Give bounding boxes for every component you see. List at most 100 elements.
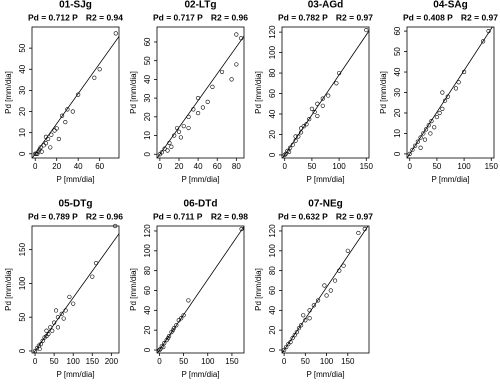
y-tick-label: 40	[268, 305, 277, 314]
x-tick-label: 100	[320, 357, 334, 366]
fit-line	[407, 27, 493, 158]
data-point	[56, 136, 61, 142]
data-point	[429, 119, 434, 124]
data-point	[364, 27, 369, 33]
data-point	[181, 313, 186, 318]
x-tick-label: 40	[74, 162, 83, 171]
data-point	[315, 113, 320, 119]
data-point	[298, 130, 304, 135]
panel-title: 02-LTg	[184, 0, 216, 11]
y-tick-label: 20	[393, 108, 402, 117]
data-point	[298, 323, 304, 328]
r-squared: R2 = 0.97	[336, 211, 373, 221]
y-tick-label: 20	[268, 325, 277, 334]
data-point	[65, 107, 70, 112]
data-point	[169, 144, 174, 149]
y-tick-label: 40	[268, 109, 277, 118]
data-point	[37, 346, 42, 352]
data-point	[181, 124, 186, 129]
y-tick-label: 60	[143, 37, 152, 46]
x-tick-label: 50	[50, 357, 59, 366]
data-point	[49, 132, 54, 137]
fit-equation: Pd = 0.711 P	[153, 211, 203, 221]
data-point	[320, 103, 325, 108]
data-point	[440, 106, 445, 111]
y-tick-label: 60	[393, 26, 402, 35]
data-point	[174, 323, 179, 328]
data-point	[37, 147, 42, 152]
data-point	[59, 311, 64, 316]
data-point	[284, 344, 289, 350]
data-point	[324, 293, 329, 298]
data-point	[283, 151, 288, 157]
fit-equation: Pd = 0.717 P	[153, 12, 203, 22]
data-point	[50, 328, 55, 333]
data-point	[172, 133, 177, 138]
data-point	[312, 109, 317, 115]
x-tick-label: 0	[407, 162, 412, 171]
y-tick-label: 10	[393, 128, 402, 137]
x-tick-label: 100	[332, 162, 346, 171]
y-tick-label: 50	[393, 47, 402, 56]
data-point	[186, 114, 191, 119]
data-point	[307, 117, 312, 122]
data-point	[440, 90, 445, 95]
data-point	[186, 125, 191, 131]
y-tick-label: 100	[268, 244, 277, 258]
data-point	[171, 326, 177, 331]
x-tick-label: 80	[232, 162, 241, 171]
data-point	[326, 93, 331, 98]
x-tick-label: 100	[457, 162, 471, 171]
data-point	[205, 99, 210, 104]
x-tick-label: 150	[341, 357, 355, 366]
x-tick-label: 60	[95, 162, 104, 171]
data-point	[55, 315, 61, 320]
y-tick-label: 20	[18, 107, 27, 116]
data-point	[407, 151, 412, 157]
x-tick-label: 60	[213, 162, 222, 171]
data-point	[76, 92, 81, 97]
x-tick-label: 0	[33, 357, 38, 366]
y-tick-label: 120	[143, 224, 152, 238]
fit-line	[33, 233, 119, 353]
y-tick-label: 20	[143, 325, 152, 334]
plot-frame	[156, 225, 245, 354]
data-point	[282, 152, 287, 158]
data-point	[293, 138, 298, 143]
y-axis-label: Pd [mm/dia]	[254, 268, 263, 311]
data-point	[48, 325, 53, 330]
data-point	[229, 77, 234, 82]
data-point	[178, 135, 184, 140]
data-point	[298, 126, 304, 131]
data-point	[54, 126, 59, 131]
data-point	[453, 86, 459, 91]
y-tick-label: 50	[143, 56, 152, 65]
data-point	[239, 226, 244, 232]
y-tick-label: 0	[18, 348, 27, 353]
data-point	[165, 148, 170, 153]
data-point	[48, 145, 53, 150]
data-point	[55, 325, 61, 330]
panel-title: 06-DTd	[184, 199, 218, 210]
data-point	[210, 84, 215, 89]
plot-frame	[281, 225, 370, 354]
data-point	[332, 278, 338, 283]
data-point	[413, 143, 418, 148]
data-point	[166, 334, 172, 339]
data-point	[328, 288, 333, 293]
y-tick-label: 10	[143, 131, 152, 140]
data-point	[290, 336, 295, 341]
y-tick-label: 100	[268, 45, 277, 59]
data-point	[67, 294, 72, 300]
data-point	[426, 123, 431, 128]
data-point	[315, 101, 320, 106]
data-point	[113, 31, 118, 36]
data-point	[307, 308, 312, 313]
data-point	[422, 137, 428, 142]
data-point	[486, 28, 491, 34]
plot-frame	[156, 26, 245, 159]
r-squared: R2 = 0.98	[211, 211, 248, 221]
